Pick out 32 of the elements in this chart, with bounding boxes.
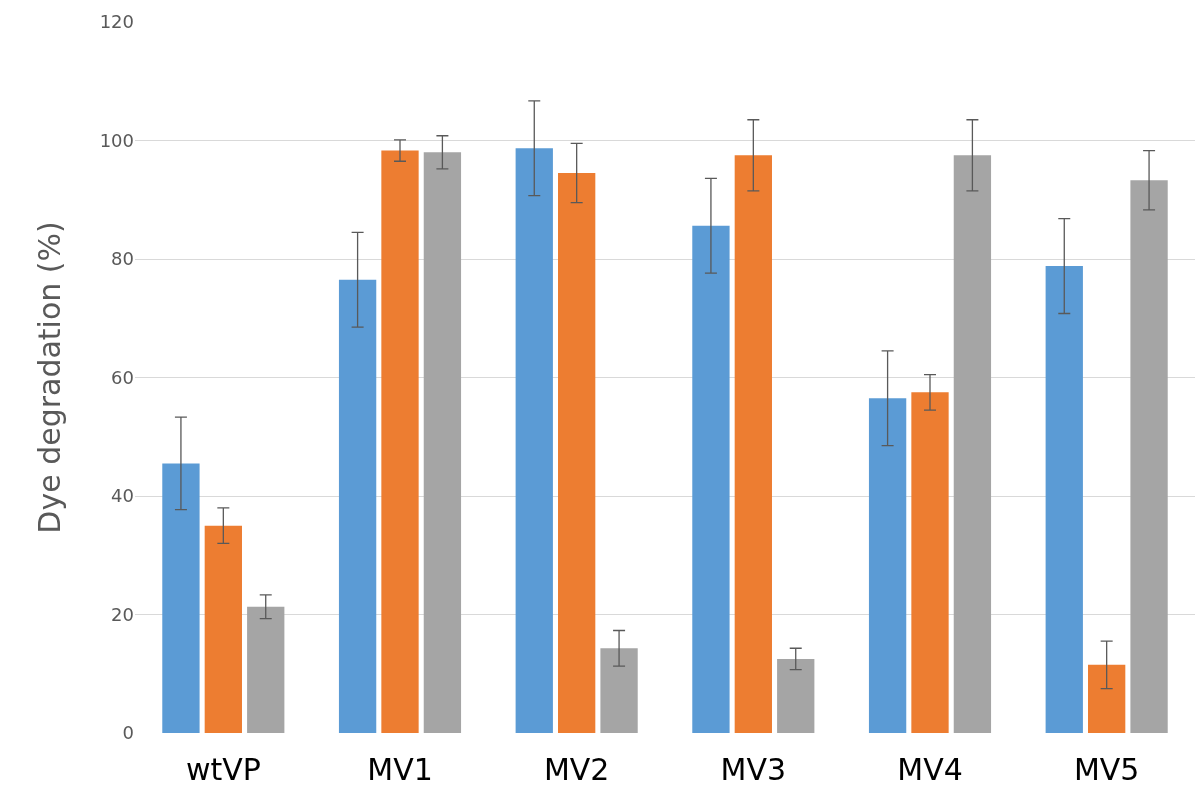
x-tick-label: MV3	[720, 752, 787, 787]
bar	[381, 150, 419, 733]
bar	[1130, 180, 1168, 733]
y-tick-label: 60	[111, 366, 134, 388]
bar	[338, 279, 377, 733]
bar	[162, 463, 200, 733]
bar	[558, 173, 596, 733]
x-tick-label: MV1	[367, 752, 433, 787]
bar	[423, 152, 462, 733]
bar	[247, 606, 285, 733]
bar	[911, 392, 949, 733]
x-tick-label: MV4	[897, 752, 963, 787]
y-tick-label: 100	[99, 129, 134, 151]
bar	[734, 155, 772, 733]
y-tick-label: 80	[111, 248, 134, 270]
x-tick-label: MV5	[1073, 752, 1140, 787]
y-tick-label: 20	[111, 603, 134, 625]
y-tick-label: 40	[111, 485, 134, 507]
bar	[204, 525, 242, 733]
bar	[953, 155, 992, 733]
bar	[1045, 266, 1083, 733]
bar	[868, 398, 907, 733]
x-tick-label: wtVP	[185, 752, 261, 787]
bar	[600, 648, 638, 733]
bar	[777, 658, 815, 733]
bar	[515, 148, 553, 733]
y-tick-label: 120	[99, 11, 134, 33]
y-tick-label: 0	[122, 722, 134, 744]
y-axis-title: Dye degradation (%)	[31, 221, 67, 534]
bar	[1088, 664, 1126, 733]
x-tick-label: MV2	[543, 752, 610, 787]
bar	[692, 225, 730, 733]
